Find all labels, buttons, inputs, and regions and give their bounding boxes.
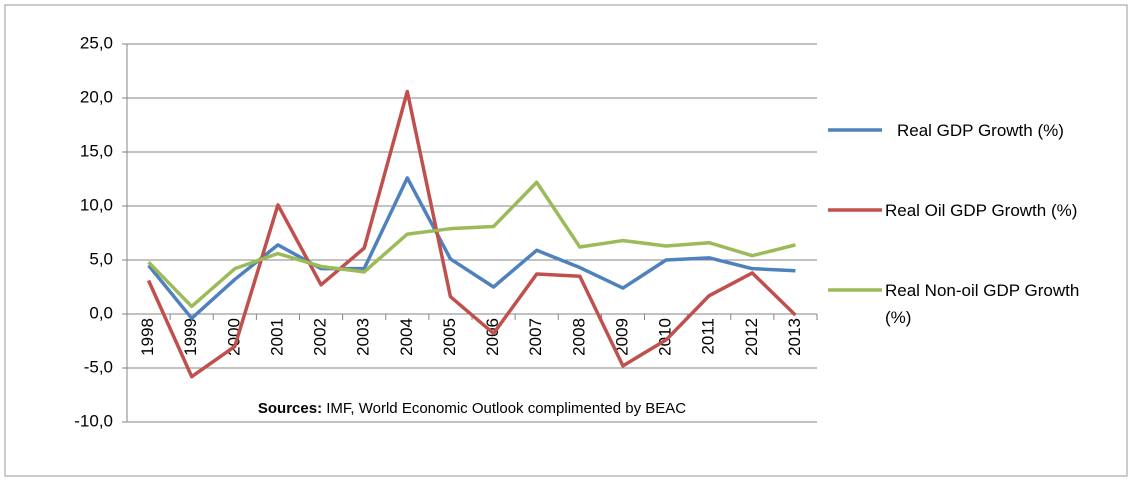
legend-label: Real GDP Growth (%) (897, 121, 1064, 140)
legend-label: Real Oil GDP Growth (%) (885, 201, 1078, 220)
series-line (146, 89, 797, 379)
source-note: Sources: IMF, World Economic Outlook com… (127, 400, 817, 417)
y-tick-label: 10,0 (80, 195, 113, 214)
x-tick-label: 2010 (656, 318, 675, 356)
source-text: IMF, World Economic Outlook complimented… (326, 400, 687, 417)
x-tick-label: 2004 (397, 318, 416, 356)
y-tick-label: 5,0 (89, 249, 113, 268)
source-label: Sources: (257, 400, 323, 417)
x-tick-label: 2008 (569, 318, 588, 356)
x-tick-label: 2009 (612, 318, 631, 356)
y-tick-label: 20,0 (80, 87, 113, 106)
x-tick-label: 2012 (742, 318, 761, 356)
x-tick-label: 2000 (224, 318, 243, 356)
series-line (147, 180, 796, 309)
chart-border (4, 4, 1128, 477)
x-tick-label: 1999 (181, 318, 200, 356)
x-tick-label: 2001 (267, 318, 286, 356)
x-tick-label: 2002 (311, 318, 330, 356)
y-tick-label: 0,0 (89, 303, 113, 322)
x-tick-label: 2013 (785, 318, 804, 356)
x-tick-label: 2011 (699, 318, 718, 355)
x-tick-label: 2007 (526, 318, 545, 356)
y-tick-label: 15,0 (80, 141, 113, 160)
series-line (147, 176, 796, 321)
y-tick-label: -5,0 (84, 357, 113, 376)
y-tick-label: 25,0 (80, 33, 113, 52)
x-tick-label: 2005 (440, 318, 459, 356)
legend-label: Real Non-oil GDP Growth (%) (885, 281, 1080, 327)
x-tick-label: 1998 (138, 318, 157, 356)
x-tick-label: 2003 (354, 318, 373, 356)
y-tick-label: -10,0 (74, 411, 113, 430)
